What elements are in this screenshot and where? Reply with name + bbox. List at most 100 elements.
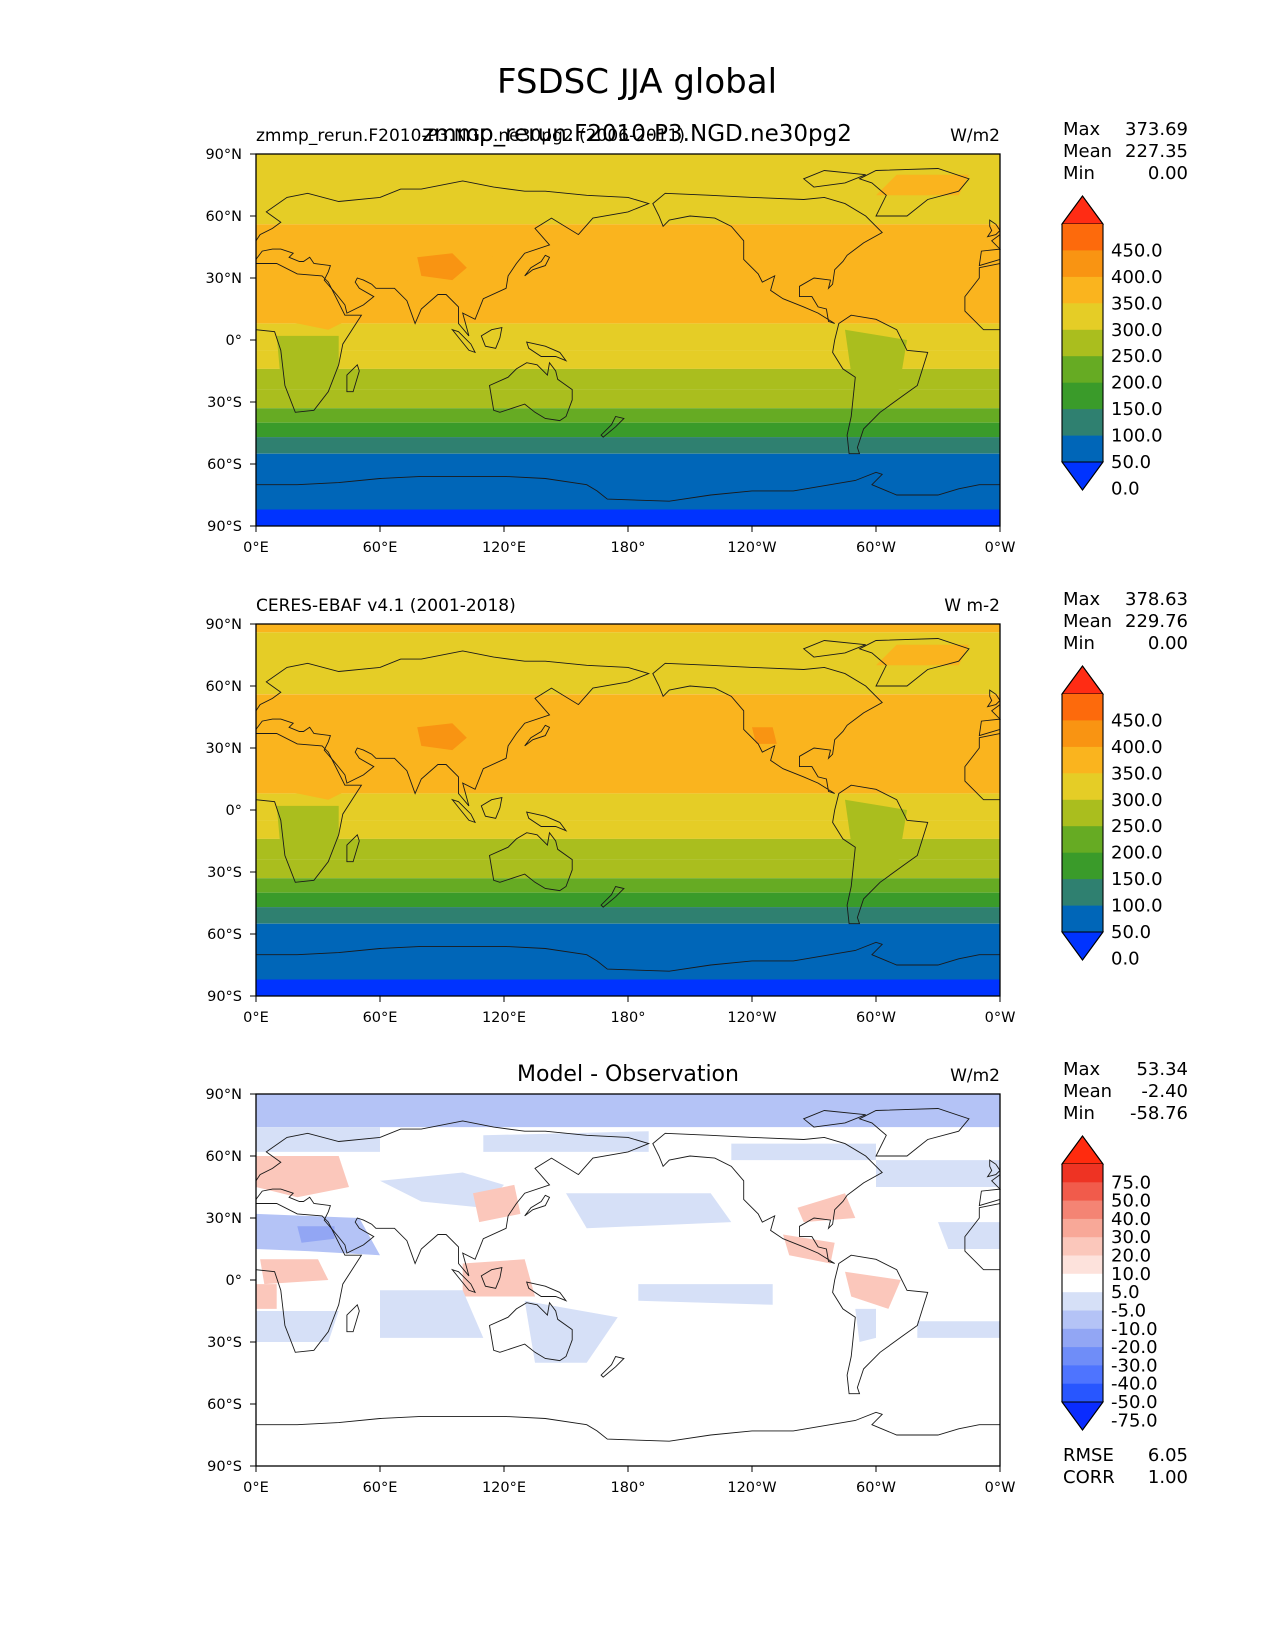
- zonal-band: [256, 437, 1000, 454]
- panel-model: zmmp_rerun.F2010-P3.NGD.ne30pg2 (2006-20…: [205, 119, 1188, 556]
- colorbar-segment: [1062, 694, 1103, 721]
- lat-tick-label: 90°S: [207, 519, 242, 535]
- coastline-eurasia: [255, 650, 651, 807]
- colorbar-segment: [1062, 224, 1103, 251]
- lat-tick-label: 60°S: [207, 927, 242, 943]
- lon-tick-label: 0°E: [243, 1480, 269, 1496]
- stat-min-label: Min: [1063, 163, 1095, 184]
- field-feature: [417, 253, 467, 281]
- colorbar-segment: [1062, 435, 1103, 463]
- colorbar-outline: [1061, 665, 1104, 961]
- lon-axis: 0°E 60°E 120°E 180° 120°W 60°W 0°W: [243, 526, 1015, 556]
- coastline-samerica: [832, 1254, 929, 1395]
- colorbar-label: 200.0: [1111, 843, 1163, 864]
- map-field: [256, 624, 1000, 996]
- lat-tick-label: 60°S: [207, 1397, 242, 1413]
- stat-mean-label: Mean: [1063, 611, 1112, 632]
- lon-tick-label: 60°E: [363, 540, 398, 556]
- coastline-australia: [488, 361, 573, 422]
- colorbar-label: 250.0: [1111, 346, 1163, 367]
- colorbar-label: 250.0: [1111, 816, 1163, 837]
- map-field: [256, 154, 1000, 526]
- coastline-madagascar: [346, 363, 360, 393]
- figure-overlap-title: zmmp_rerun.F2010-P3.NGD.ne30pg2: [422, 121, 852, 147]
- stat-mean-value: -2.40: [1141, 1081, 1188, 1102]
- lon-tick-label: 60°W: [856, 1480, 896, 1496]
- zonal-band: [256, 632, 1000, 653]
- lat-tick-label: 60°N: [205, 209, 242, 225]
- zonal-band: [256, 878, 1000, 893]
- colorbar-segment: [1062, 1182, 1103, 1202]
- coastline-newzealand: [600, 1355, 625, 1378]
- map-field: [256, 1094, 1000, 1466]
- colorbar-label: 400.0: [1111, 267, 1163, 288]
- zonal-band: [256, 422, 1000, 438]
- coastline-australia: [488, 831, 573, 892]
- colorbar-segment: [1062, 1310, 1103, 1330]
- colorbar-segment: [1062, 746, 1103, 774]
- coastline-ellesmere: [802, 1110, 866, 1128]
- colorbar-label: 0.0: [1111, 948, 1140, 969]
- lat-tick-label: 90°S: [207, 989, 242, 1005]
- difference-patch: [380, 1290, 484, 1338]
- panel-units: W m-2: [944, 596, 1000, 616]
- coastline-namerica: [652, 192, 883, 324]
- coastline-ellesmere: [802, 640, 866, 658]
- stat-max-value: 373.69: [1125, 119, 1188, 140]
- lat-axis: 90°N 60°N 30°N 0° 30°S 60°S 90°S: [205, 617, 256, 1005]
- field-feature: [266, 752, 370, 800]
- stat-min-value: -58.76: [1130, 1103, 1188, 1124]
- difference-patch: [876, 1160, 1000, 1187]
- coastline-newguinea: [526, 811, 568, 832]
- lat-tick-label: 30°S: [207, 395, 242, 411]
- zonal-band: [256, 764, 1000, 794]
- coastline-uk: [986, 1159, 1001, 1178]
- colorbar-label: 150.0: [1111, 399, 1163, 420]
- stat-max-value: 53.34: [1136, 1059, 1188, 1080]
- zonal-band: [256, 453, 1000, 510]
- coastline-newzealand: [600, 415, 625, 438]
- coastline-japan: [524, 1194, 551, 1217]
- coastline-japan: [524, 254, 551, 277]
- stat-min-value: 0.00: [1148, 163, 1188, 184]
- difference-patch: [260, 1259, 329, 1285]
- coastline-sumatra: [451, 328, 476, 354]
- colorbar-extend-min: [1061, 931, 1104, 961]
- zonal-band: [256, 294, 1000, 324]
- stat-min-label: Min: [1063, 1103, 1095, 1124]
- coastline-ellesmere: [802, 170, 866, 188]
- zonal-band: [256, 838, 1000, 860]
- colorbar-segment: [1062, 250, 1103, 278]
- colorbar-segment: [1062, 1347, 1103, 1366]
- zonal-band: [256, 979, 1000, 996]
- colorbar-label: 100.0: [1111, 896, 1163, 917]
- lon-tick-label: 60°E: [363, 1480, 398, 1496]
- colorbar-label: 10.0: [1111, 1264, 1151, 1285]
- colorbar-label: -20.0: [1111, 1337, 1158, 1358]
- colorbar-label: 200.0: [1111, 373, 1163, 394]
- coastline-newguinea: [526, 1281, 568, 1302]
- field-feature: [276, 335, 339, 386]
- lat-tick-label: 90°S: [207, 1459, 242, 1475]
- coastline-sumatra: [451, 1268, 476, 1294]
- coastline-namerica: [652, 662, 883, 794]
- field-feature: [845, 799, 907, 872]
- difference-patch: [256, 1127, 380, 1152]
- corr-label: CORR: [1063, 1467, 1115, 1488]
- colorbar-label: 75.0: [1111, 1172, 1151, 1193]
- stat-max-label: Max: [1063, 1059, 1101, 1080]
- lon-tick-label: 0°W: [985, 540, 1016, 556]
- zonal-band: [256, 154, 1000, 225]
- colorbar-segment: [1062, 1237, 1103, 1256]
- lat-tick-label: 0°: [226, 333, 242, 349]
- coastline-greenland: [858, 168, 970, 217]
- lon-tick-label: 120°W: [727, 540, 776, 556]
- lon-tick-label: 180°: [611, 1480, 646, 1496]
- difference-patch: [845, 1271, 901, 1309]
- lat-tick-label: 90°N: [205, 147, 242, 163]
- colorbar-outline: [1061, 1135, 1104, 1431]
- lat-tick-label: 30°N: [205, 741, 242, 757]
- colorbar-segment: [1062, 1383, 1103, 1403]
- coastlines: [255, 168, 1001, 502]
- zonal-band: [256, 923, 1000, 980]
